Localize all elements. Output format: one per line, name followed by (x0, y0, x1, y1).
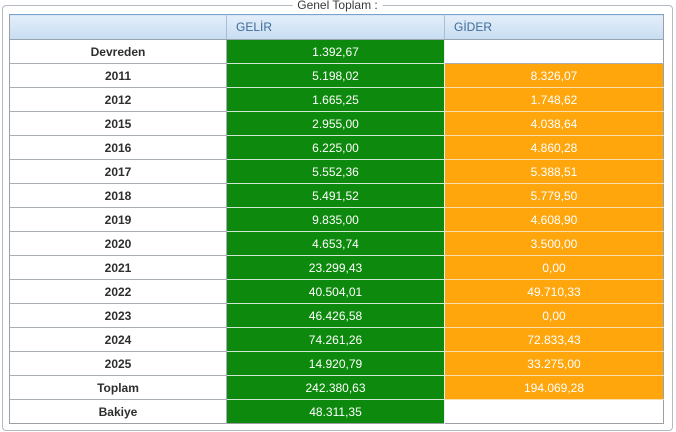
table-row: 2023 46.426,58 0,00 (9, 303, 664, 328)
column-header-gelir[interactable]: GELİR (226, 14, 445, 40)
table-row: 2012 1.665,25 1.748,62 (9, 87, 664, 112)
gider-value-cell[interactable]: 0,00 (444, 255, 664, 280)
gider-value-cell[interactable]: 194.069,28 (444, 375, 664, 400)
table-row: 2019 9.835,00 4.608,90 (9, 207, 664, 232)
row-label[interactable]: 2024 (9, 327, 227, 352)
gider-value-cell[interactable]: 72.833,43 (444, 327, 664, 352)
column-header-blank[interactable] (9, 14, 227, 40)
gelir-value-cell[interactable]: 14.920,79 (226, 351, 445, 376)
gelir-value-cell[interactable]: 5.491,52 (226, 183, 445, 208)
table-row: 2011 5.198,02 8.326,07 (9, 63, 664, 88)
table-row: 2017 5.552,36 5.388,51 (9, 159, 664, 184)
gelir-value-cell[interactable]: 2.955,00 (226, 111, 445, 136)
row-label[interactable]: 2016 (9, 135, 227, 160)
gelir-value-cell[interactable]: 46.426,58 (226, 303, 445, 328)
groupbox-title: Genel Toplam : (292, 0, 383, 12)
column-header-gider[interactable]: GİDER (444, 14, 664, 40)
gider-value-cell[interactable]: 49.710,33 (444, 279, 664, 304)
gelir-value-cell[interactable]: 48.311,35 (226, 399, 445, 424)
gider-value-cell[interactable]: 4.038,64 (444, 111, 664, 136)
row-label[interactable]: 2025 (9, 351, 227, 376)
row-label[interactable]: 2018 (9, 183, 227, 208)
gider-value-cell[interactable]: 33.275,00 (444, 351, 664, 376)
gider-value-cell[interactable]: 4.608,90 (444, 207, 664, 232)
table-row: Toplam 242.380,63 194.069,28 (9, 375, 664, 400)
row-label[interactable]: 2011 (9, 63, 227, 88)
gelir-value-cell[interactable]: 1.665,25 (226, 87, 445, 112)
table-row: 2015 2.955,00 4.038,64 (9, 111, 664, 136)
table-row: Bakiye 48.311,35 (9, 399, 664, 424)
table-row: 2022 40.504,01 49.710,33 (9, 279, 664, 304)
table-header-row: GELİR GİDER (9, 14, 664, 40)
gelir-value-cell[interactable]: 9.835,00 (226, 207, 445, 232)
row-label[interactable]: 2015 (9, 111, 227, 136)
table-row: 2025 14.920,79 33.275,00 (9, 351, 664, 376)
row-label[interactable]: 2019 (9, 207, 227, 232)
gelir-value-cell[interactable]: 23.299,43 (226, 255, 445, 280)
table-row: 2016 6.225,00 4.860,28 (9, 135, 664, 160)
row-label[interactable]: 2012 (9, 87, 227, 112)
gider-value-cell[interactable]: 1.748,62 (444, 87, 664, 112)
gelir-value-cell[interactable]: 5.198,02 (226, 63, 445, 88)
row-label[interactable]: 2017 (9, 159, 227, 184)
totals-table: GELİR GİDER Devreden 1.392,67 2011 5.198,02… (9, 14, 664, 424)
table-row: 2024 74.261,26 72.833,43 (9, 327, 664, 352)
gider-value-cell[interactable]: 3.500,00 (444, 231, 664, 256)
gelir-value-cell[interactable]: 4.653,74 (226, 231, 445, 256)
table-row: 2018 5.491,52 5.779,50 (9, 183, 664, 208)
gider-value-cell[interactable]: 5.779,50 (444, 183, 664, 208)
gelir-value-cell[interactable]: 5.552,36 (226, 159, 445, 184)
table-body: Devreden 1.392,67 2011 5.198,02 8.326,07 2012… (9, 39, 664, 424)
row-label[interactable]: Toplam (9, 375, 227, 400)
gider-value-cell[interactable] (444, 39, 664, 64)
gider-value-cell[interactable]: 4.860,28 (444, 135, 664, 160)
gider-value-cell[interactable]: 0,00 (444, 303, 664, 328)
row-label[interactable]: 2023 (9, 303, 227, 328)
gider-value-cell[interactable]: 8.326,07 (444, 63, 664, 88)
gider-value-cell[interactable]: 5.388,51 (444, 159, 664, 184)
gelir-value-cell[interactable]: 6.225,00 (226, 135, 445, 160)
gelir-value-cell[interactable]: 74.261,26 (226, 327, 445, 352)
row-label[interactable]: Bakiye (9, 399, 227, 424)
gelir-value-cell[interactable]: 1.392,67 (226, 39, 445, 64)
table-row: Devreden 1.392,67 (9, 39, 664, 64)
row-label[interactable]: 2022 (9, 279, 227, 304)
table-row: 2020 4.653,74 3.500,00 (9, 231, 664, 256)
table-row: 2021 23.299,43 0,00 (9, 255, 664, 280)
row-label[interactable]: Devreden (9, 39, 227, 64)
row-label[interactable]: 2021 (9, 255, 227, 280)
row-label[interactable]: 2020 (9, 231, 227, 256)
gider-value-cell[interactable] (444, 399, 664, 424)
gelir-value-cell[interactable]: 242.380,63 (226, 375, 445, 400)
gelir-value-cell[interactable]: 40.504,01 (226, 279, 445, 304)
